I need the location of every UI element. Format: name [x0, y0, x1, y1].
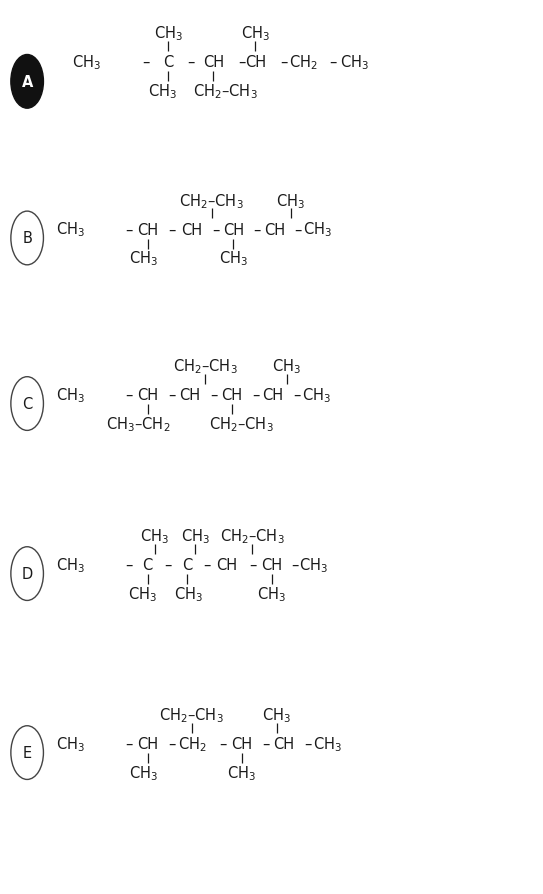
Text: CH: CH [261, 558, 282, 572]
Text: CH$_3$: CH$_3$ [303, 221, 332, 239]
Text: CH: CH [231, 737, 252, 751]
Text: –: – [238, 55, 245, 70]
Circle shape [11, 55, 43, 109]
Text: CH$_2$–CH$_3$: CH$_2$–CH$_3$ [220, 527, 285, 545]
Text: B: B [22, 232, 32, 246]
Text: CH: CH [274, 737, 294, 751]
Text: CH: CH [245, 55, 266, 70]
Text: C: C [163, 55, 173, 70]
Text: CH$_3$: CH$_3$ [262, 706, 292, 724]
Text: CH$_3$: CH$_3$ [174, 585, 203, 603]
Text: CH: CH [223, 223, 244, 237]
Text: CH: CH [180, 388, 200, 402]
Text: CH$_3$: CH$_3$ [129, 763, 158, 781]
Text: CH$_3$: CH$_3$ [272, 358, 301, 375]
Text: CH$_3$: CH$_3$ [301, 386, 331, 404]
Text: CH: CH [262, 388, 283, 402]
Text: –: – [142, 55, 149, 70]
Text: CH$_3$: CH$_3$ [129, 249, 158, 267]
Text: CH$_3$: CH$_3$ [154, 25, 183, 43]
Text: C: C [182, 558, 192, 572]
Text: CH: CH [137, 737, 158, 751]
Text: –: – [125, 223, 133, 237]
Text: –: – [219, 737, 226, 751]
Text: –: – [262, 737, 270, 751]
Text: CH: CH [264, 223, 285, 237]
Text: CH$_3$: CH$_3$ [181, 527, 210, 545]
Text: CH$_3$: CH$_3$ [219, 249, 248, 267]
Text: CH$_2$–CH$_3$: CH$_2$–CH$_3$ [179, 192, 244, 210]
Text: CH: CH [181, 223, 202, 237]
Text: CH: CH [203, 55, 224, 70]
Text: –: – [291, 558, 299, 572]
Text: CH$_3$: CH$_3$ [148, 82, 178, 100]
Text: –: – [165, 558, 172, 572]
Text: –: – [168, 737, 175, 751]
Text: CH$_3$: CH$_3$ [56, 221, 85, 239]
Text: –: – [187, 55, 195, 70]
Text: CH: CH [137, 223, 158, 237]
Text: –: – [249, 558, 257, 572]
Text: CH$_3$: CH$_3$ [313, 735, 342, 753]
Text: –: – [304, 737, 312, 751]
Text: CH$_2$–CH$_3$: CH$_2$–CH$_3$ [159, 706, 224, 724]
Text: C: C [143, 558, 153, 572]
Text: A: A [22, 75, 33, 89]
Text: –: – [125, 737, 133, 751]
Text: CH$_3$: CH$_3$ [241, 25, 270, 43]
Text: CH$_3$: CH$_3$ [140, 527, 169, 545]
Text: –: – [280, 55, 287, 70]
Text: CH$_3$: CH$_3$ [56, 556, 85, 574]
Text: CH: CH [137, 388, 158, 402]
Text: –: – [125, 388, 133, 402]
Text: –: – [294, 223, 301, 237]
Text: CH$_3$: CH$_3$ [56, 386, 85, 404]
Text: CH$_2$: CH$_2$ [289, 54, 317, 72]
Text: CH$_3$: CH$_3$ [339, 54, 369, 72]
Text: –: – [125, 558, 133, 572]
Text: CH$_2$: CH$_2$ [179, 735, 207, 753]
Text: CH$_3$: CH$_3$ [128, 585, 157, 603]
Text: CH: CH [222, 388, 242, 402]
Text: CH$_3$: CH$_3$ [276, 192, 305, 210]
Text: C: C [22, 397, 32, 411]
Text: CH$_3$: CH$_3$ [227, 763, 256, 781]
Text: –: – [293, 388, 300, 402]
Text: CH$_3$–CH$_2$: CH$_3$–CH$_2$ [106, 415, 170, 433]
Text: –: – [212, 223, 219, 237]
Text: –: – [204, 558, 211, 572]
Text: CH$_3$: CH$_3$ [299, 556, 329, 574]
Text: –: – [254, 223, 261, 237]
Text: D: D [22, 567, 33, 581]
Text: CH: CH [217, 558, 237, 572]
Text: CH$_3$: CH$_3$ [72, 54, 102, 72]
Text: –: – [330, 55, 337, 70]
Text: CH$_2$–CH$_3$: CH$_2$–CH$_3$ [193, 82, 258, 100]
Text: CH$_3$: CH$_3$ [257, 585, 286, 603]
Text: –: – [210, 388, 218, 402]
Text: E: E [23, 746, 31, 760]
Text: CH$_2$–CH$_3$: CH$_2$–CH$_3$ [209, 415, 274, 433]
Text: –: – [168, 388, 175, 402]
Text: CH$_2$–CH$_3$: CH$_2$–CH$_3$ [173, 358, 238, 375]
Text: CH$_3$: CH$_3$ [56, 735, 85, 753]
Text: –: – [252, 388, 260, 402]
Text: –: – [168, 223, 175, 237]
